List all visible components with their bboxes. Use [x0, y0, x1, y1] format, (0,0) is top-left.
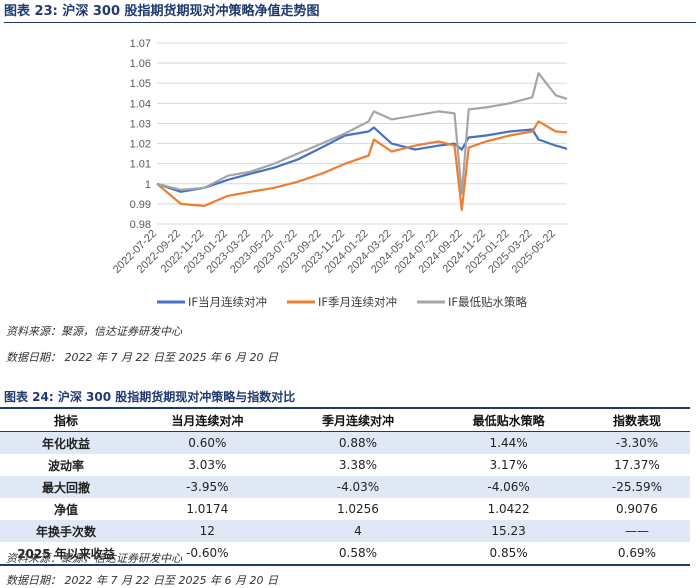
figure-23-title: 图表 23: 沪深 300 股指期货期现对冲策略净值走势图	[4, 4, 320, 19]
table-row: 年化收益 0.60% 0.88% 1.44% -3.30%	[0, 431, 690, 454]
table-cell: -4.03%	[282, 476, 434, 498]
table-row: 波动率 3.03% 3.38% 3.17% 17.37%	[0, 454, 690, 476]
y-tick-label: 1.04	[130, 98, 151, 110]
figure-23-data-date: 数据日期： 2022 年 7 月 22 日至 2025 年 6 月 20 日	[6, 351, 278, 364]
table-cell: 0.85%	[433, 542, 584, 566]
legend-label: IF最低贴水策略	[448, 295, 528, 309]
table-cell: 12	[132, 520, 283, 542]
header-cell: 指标	[0, 407, 132, 432]
table-row: 年换手次数 12 4 15.23 ——	[0, 520, 690, 542]
table-cell: -3.95%	[132, 476, 283, 498]
y-tick-label: 1.05	[130, 78, 151, 90]
table-cell: 0.69%	[583, 542, 690, 566]
title-divider	[4, 22, 696, 23]
y-tick-label: 1.07	[130, 38, 151, 50]
table-cell: 0.60%	[132, 431, 283, 454]
net-value-line-chart: 0.980.9911.011.021.031.041.051.061.07202…	[111, 38, 568, 309]
y-tick-label: 0.98	[130, 219, 151, 231]
y-tick-label: 0.99	[130, 199, 151, 211]
series-line	[156, 72, 568, 195]
strategy-comparison-table: 指标 当月连续对冲 季月连续对冲 最低贴水策略 指数表现 年化收益 0.60% …	[0, 407, 690, 566]
header-cell: 季月连续对冲	[282, 407, 434, 432]
table-row: 最大回撤 -3.95% -4.03% -4.06% -25.59%	[0, 476, 690, 498]
table-cell: -3.30%	[583, 431, 690, 454]
table-cell: 0.58%	[282, 542, 434, 566]
figure-23-source: 资料来源：聚源，信达证券研发中心	[6, 325, 182, 338]
table-cell: -25.59%	[583, 476, 690, 498]
table-row: 净值 1.0174 1.0256 1.0422 0.9076	[0, 498, 690, 520]
row-label: 净值	[53, 502, 78, 517]
row-label: 年换手次数	[0, 520, 132, 542]
table-cell: -4.06%	[433, 476, 584, 498]
y-tick-label: 1.01	[130, 159, 151, 171]
table-24-title: 图表 24: 沪深 300 股指期货期现对冲策略与指数对比	[4, 390, 296, 404]
table-cell: 15.23	[433, 520, 584, 542]
series-line	[156, 126, 568, 193]
table-cell: 0.9076	[615, 502, 658, 516]
header-cell: 最低贴水策略	[433, 407, 584, 432]
table-cell: ——	[583, 520, 690, 542]
row-label: 波动率	[47, 458, 84, 473]
table-cell: 3.38%	[338, 458, 378, 472]
row-label: 2025 年以来收益	[0, 542, 132, 566]
y-tick-label: 1.06	[130, 58, 151, 70]
table-cell: 1.0256	[336, 502, 379, 516]
table-cell: 1.44%	[433, 431, 584, 454]
table-cell: 17.37%	[614, 458, 660, 472]
table-cell: 3.03%	[188, 458, 227, 472]
table-row: 2025 年以来收益 -0.60% 0.58% 0.85% 0.69%	[0, 542, 690, 566]
table-cell: -0.60%	[132, 542, 283, 566]
header-cell: 当月连续对冲	[132, 407, 283, 432]
table-cell: 0.88%	[282, 431, 434, 454]
table-cell: 1.0422	[487, 502, 530, 516]
y-tick-label: 1	[145, 179, 151, 191]
legend-label: IF当月连续对冲	[188, 295, 267, 309]
table-cell: 4	[282, 520, 434, 542]
table-24-data-date: 数据日期： 2022 年 7 月 22 日至 2025 年 6 月 20 日	[6, 574, 278, 587]
y-tick-label: 1.02	[130, 139, 151, 151]
y-tick-label: 1.03	[130, 118, 151, 130]
table-cell: 1.0174	[186, 502, 229, 516]
legend-label: IF季月连续对冲	[318, 295, 397, 309]
table-cell: 3.17%	[489, 458, 528, 472]
row-label: 年化收益	[0, 431, 132, 454]
table-24-source: 资料来源：聚源，信达证券研发中心	[6, 552, 182, 565]
table-header-row: 指标 当月连续对冲 季月连续对冲 最低贴水策略 指数表现	[0, 407, 690, 432]
row-label: 最大回撤	[0, 476, 132, 498]
header-cell: 指数表现	[583, 407, 690, 432]
series-line	[156, 120, 568, 211]
